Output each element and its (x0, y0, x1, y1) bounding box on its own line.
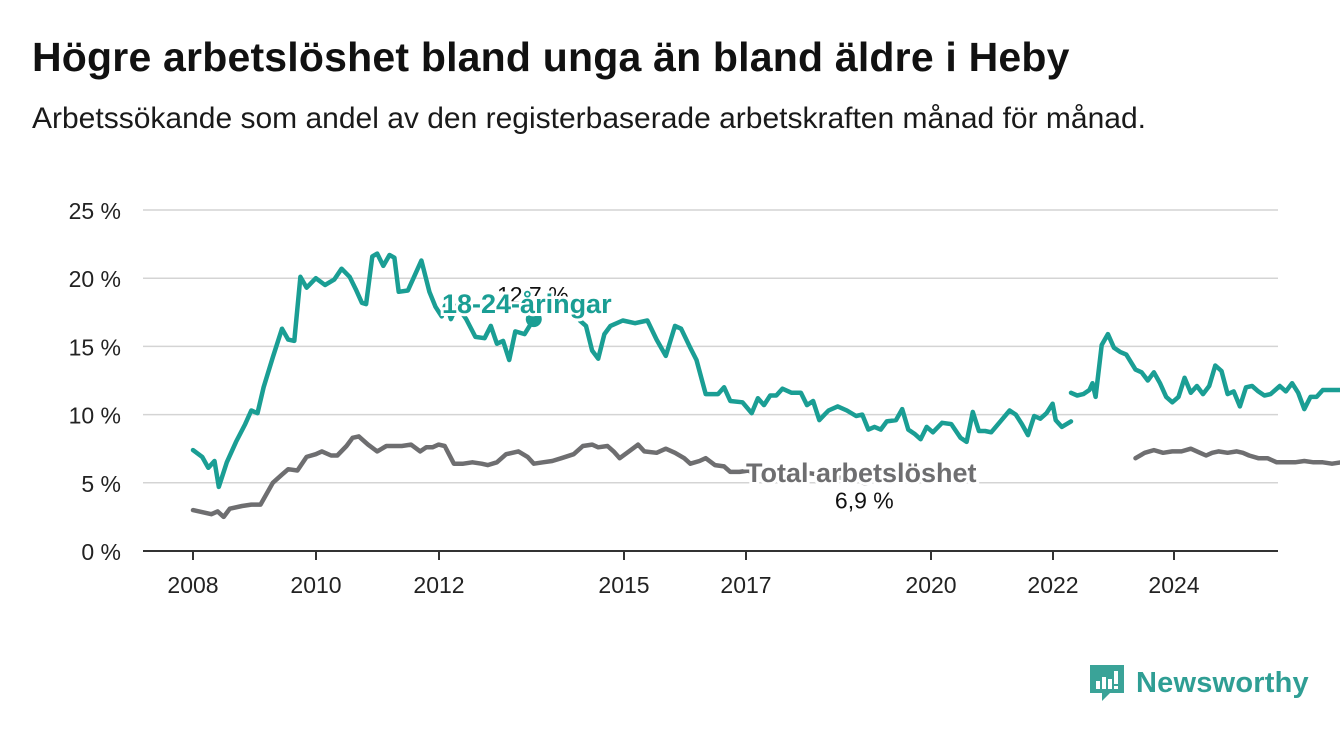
series-end-point (857, 469, 874, 486)
page-title: Högre arbetslöshet bland unga än bland ä… (32, 34, 1070, 80)
x-tick-label: 2008 (167, 572, 218, 598)
x-tick-label: 2017 (720, 572, 771, 598)
series-end-label: 12,7 % (497, 282, 569, 308)
series-line (190, 434, 868, 520)
y-tick-label: 15 % (69, 334, 121, 360)
series-end-label: 6,9 % (835, 487, 894, 513)
newsworthy-logo-icon (1090, 665, 1124, 701)
series-line (1068, 331, 1340, 412)
series-annotation-total: Total arbetslöshet (746, 458, 977, 488)
y-tick-label: 10 % (69, 403, 121, 429)
series-line (190, 251, 537, 490)
y-tick-label: 25 % (69, 198, 121, 224)
y-tick-label: 20 % (69, 266, 121, 292)
page-subtitle: Arbetssökande som andel av den registerb… (32, 102, 1146, 135)
series-annotation-youth: 18-24-åringar (442, 289, 612, 319)
x-tick-label: 2020 (905, 572, 956, 598)
x-tick-label: 2024 (1148, 572, 1199, 598)
y-tick-label: 5 % (81, 471, 121, 497)
series-line (577, 318, 1074, 445)
x-tick-label: 2015 (598, 572, 649, 598)
x-tick-label: 2022 (1027, 572, 1078, 598)
series-line (1133, 446, 1340, 466)
y-tick-label: 0 % (81, 539, 121, 565)
x-tick-label: 2010 (290, 572, 341, 598)
brand-name: Newsworthy (1136, 666, 1309, 699)
series-end-point (525, 311, 542, 328)
x-tick-label: 2012 (413, 572, 464, 598)
newsworthy-brand: Newsworthy (1088, 660, 1309, 706)
